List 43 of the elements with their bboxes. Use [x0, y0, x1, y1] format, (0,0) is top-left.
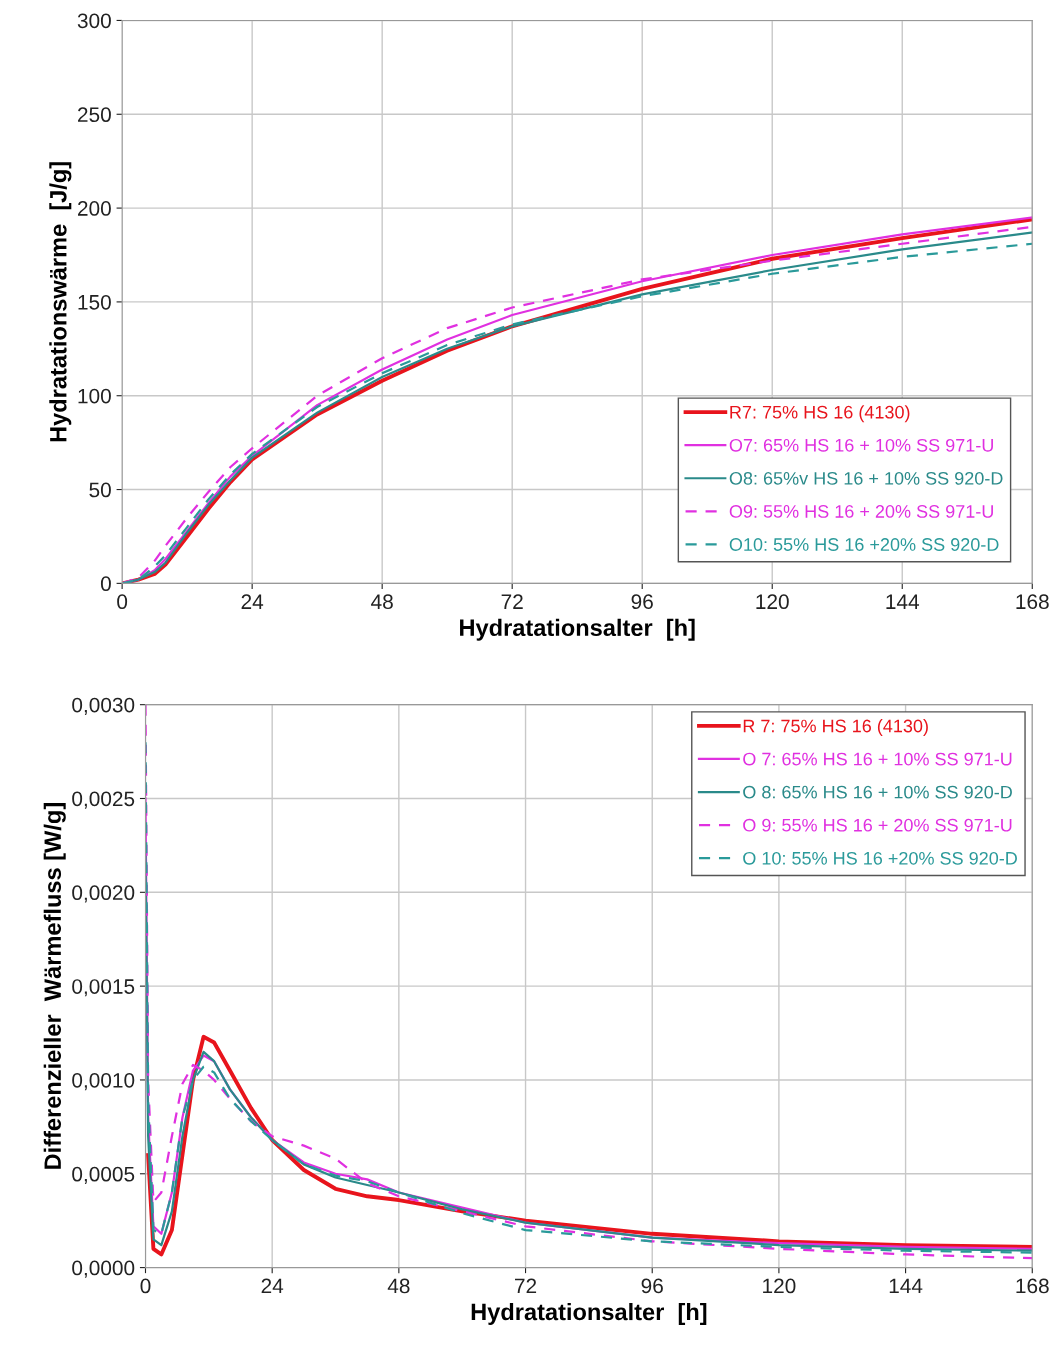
legend-label: R 7: 75% HS 16 (4130): [743, 719, 928, 736]
x-tick-label: 120: [763, 1278, 796, 1294]
x-tick-label: 48: [387, 1278, 410, 1294]
legend-label: O 8: 65% HS 16 + 10% SS 920-D: [743, 785, 1012, 799]
y-axis-title: Differenzieller Wärmefluss [W/g]: [43, 803, 66, 1169]
x-tick-label: 96: [641, 1278, 663, 1294]
x-tick-label: 72: [515, 1278, 537, 1294]
legend-label: O9: 55% HS 16 + 20% SS 971-U: [729, 505, 993, 518]
y-tick-label: 150: [78, 294, 111, 310]
y-tick-label: 0,0025: [72, 791, 135, 809]
y-tick-label: 0,0010: [72, 1072, 135, 1091]
x-tick-label: 24: [241, 594, 264, 609]
y-tick-label: 0: [100, 576, 111, 592]
legend-label: O10: 55% HS 16 +20% SS 920-D: [729, 538, 999, 551]
x-tick-label: 0: [140, 1278, 151, 1294]
y-tick-label: 0,0030: [72, 697, 135, 715]
legend-label: R7: 75% HS 16 (4130): [730, 405, 910, 423]
legend-label: O7: 65% HS 16 + 10% SS 971-U: [729, 438, 993, 452]
x-tick-label: 96: [631, 594, 653, 610]
y-tick-label: 50: [89, 482, 111, 498]
y-axis-title: Hydratationswärme [J/g]: [49, 162, 72, 442]
y-tick-label: 250: [78, 107, 111, 123]
x-axis-title: Hydratationsalter [h]: [460, 618, 695, 641]
x-tick-label: 72: [501, 594, 523, 609]
y-tick-label: 200: [78, 201, 111, 216]
x-tick-label: 144: [889, 1278, 923, 1294]
x-tick-label: 48: [371, 594, 393, 610]
legend-label: O 7: 65% HS 16 + 10% SS 971-U: [743, 752, 1012, 766]
x-axis-title: Hydratationsalter [h]: [471, 1302, 707, 1325]
legend-label: O 9: 55% HS 16 + 20% SS 971-U: [743, 818, 1012, 832]
y-tick-label: 300: [77, 13, 111, 29]
x-tick-label: 144: [886, 594, 920, 609]
y-tick-label: 0,0020: [72, 885, 135, 903]
y-tick-label: 0,0015: [72, 979, 135, 997]
x-tick-label: 24: [261, 1278, 284, 1294]
x-tick-label: 168: [1016, 1278, 1049, 1294]
y-tick-label: 100: [78, 388, 111, 404]
legend-label: O 10: 55% HS 16 +20% SS 920-D: [743, 851, 1017, 865]
x-tick-label: 120: [756, 594, 789, 610]
y-tick-label: 0,0005: [72, 1166, 135, 1184]
legend-label: O8: 65%v HS 16 + 10% SS 920-D: [729, 471, 1003, 485]
x-tick-label: 168: [1016, 594, 1049, 610]
y-tick-label: 0,0000: [72, 1260, 135, 1278]
